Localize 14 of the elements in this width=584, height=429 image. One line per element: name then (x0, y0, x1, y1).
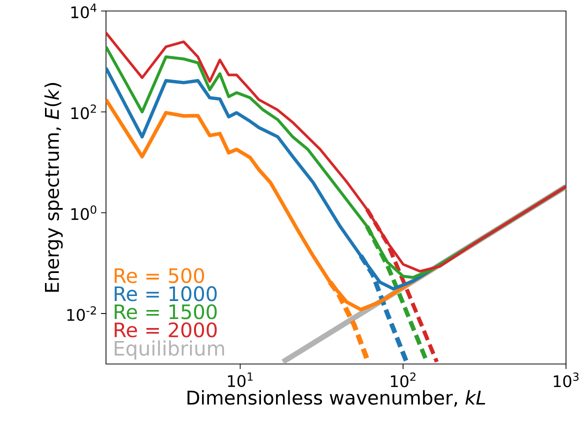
y-tick-label: 10$^{-2}$ (67, 306, 96, 321)
text: Re = 1000 (114, 286, 217, 302)
x-tick-label: 10$^{2}$ (390, 372, 416, 388)
x-tick-label: 10$^{3}$ (554, 372, 579, 388)
text: Re = 2000 (114, 322, 217, 338)
y-axis-title: Energy spectrum, E(k) (44, 83, 63, 292)
text: Equilibrium (114, 340, 224, 360)
y-tick-label: 10$^{2}$ (71, 104, 96, 120)
text: Re = 1500 (114, 304, 217, 320)
y-tick-label: 10$^{0}$ (71, 205, 96, 220)
x-tick-label: 10$^{1}$ (228, 372, 253, 388)
text: Re = 500 (114, 268, 204, 284)
y-tick-label: 10$^{4}$ (71, 4, 96, 18)
x-axis-title: Dimensionless wavenumber, kL (188, 390, 486, 407)
